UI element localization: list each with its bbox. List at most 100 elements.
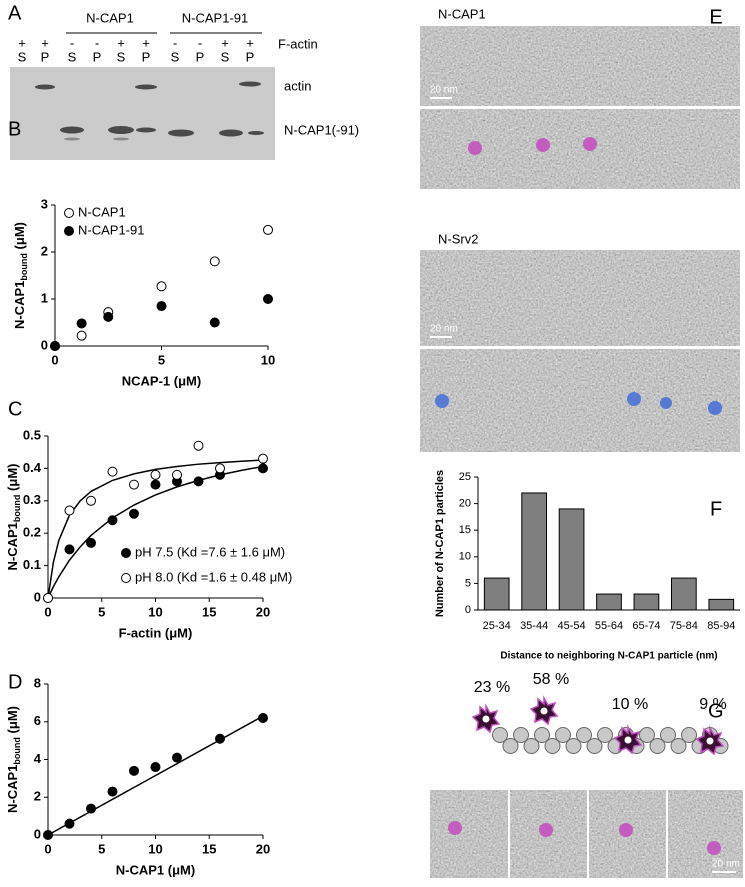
lane-label: S: [117, 49, 126, 64]
y-axis-label-part: N-CAP1: [5, 522, 20, 570]
factin-sign: -: [198, 35, 202, 50]
x-axis-label: F-actin (μM): [119, 625, 193, 640]
x-tick-label: 55-64: [595, 620, 623, 632]
y-axis-label: N-CAP1bound (μM): [5, 464, 22, 571]
x-tick-label: 65-74: [632, 620, 660, 632]
particles: [468, 137, 597, 155]
panel-label: C: [8, 398, 22, 420]
y-axis-label-part: (μM): [12, 222, 27, 253]
scale-label: 20 nm: [430, 85, 458, 96]
bar: [708, 598, 735, 611]
data-point: [258, 463, 268, 474]
panel-label: E: [709, 6, 722, 28]
x-tick-label: 5: [158, 352, 165, 367]
bar: [633, 593, 660, 611]
data-point: [172, 752, 182, 763]
em-image: [420, 109, 740, 189]
scale-label: 20 nm: [712, 859, 740, 870]
y-tick-label: 8: [34, 675, 41, 690]
band-label: actin: [284, 78, 311, 93]
factin-sign: -: [173, 35, 177, 50]
data-point: [103, 311, 114, 322]
lane-label: S: [68, 49, 77, 64]
n-cap1-model: [530, 697, 558, 725]
y-tick-label: 6: [34, 713, 41, 728]
x-tick-label: 0: [44, 841, 51, 856]
factin-sign: +: [221, 35, 229, 50]
x-tick-label: 15: [202, 604, 216, 619]
data-point: [64, 505, 75, 516]
percentage: 58 %: [533, 671, 569, 688]
y-tick-label: 0: [41, 337, 48, 352]
percentage: 9 %: [699, 696, 727, 713]
x-tick-label: 20: [256, 604, 270, 619]
y-axis-label-part: bound: [19, 253, 29, 281]
band-label: N-CAP1(-91): [284, 122, 359, 137]
legend-label: N-CAP1: [78, 204, 126, 219]
factin-sign: +: [41, 35, 49, 50]
y-axis-label-part: N-CAP1: [5, 765, 20, 813]
lane-label: P: [93, 49, 102, 64]
x-tick-label: 10: [261, 352, 275, 367]
legend-label: N-CAP1-91: [78, 222, 144, 237]
em-title: N-CAP1: [438, 6, 486, 21]
row-label: F-actin: [278, 36, 318, 51]
factin-sign: +: [117, 35, 125, 50]
y-axis-label-part: N-CAP1: [12, 281, 27, 329]
y-tick-label: 10: [459, 551, 471, 563]
lane-label: S: [171, 49, 180, 64]
y-tick-label: 0.3: [23, 492, 41, 507]
data-point: [129, 765, 139, 776]
y-tick-label: 25: [459, 471, 471, 483]
x-tick-label: 75-84: [670, 620, 698, 632]
data-point: [43, 830, 53, 840]
y-tick-label: 0.4: [23, 460, 42, 475]
legend-label: pH 7.5 (Kd =7.6 ± 1.6 μM): [135, 544, 285, 559]
em-image: [420, 349, 740, 452]
data-point: [215, 463, 225, 474]
x-tick-label: 35-44: [520, 620, 548, 632]
x-tick-label: 45-54: [558, 620, 586, 632]
strip-dividers: [508, 790, 668, 878]
x-tick-label: 15: [202, 841, 216, 856]
data-point: [156, 301, 167, 312]
factin-sign: -: [70, 35, 74, 50]
x-tick-label: 5: [98, 841, 105, 856]
x-tick-label: 10: [148, 604, 162, 619]
group-label: N-CAP1: [86, 10, 134, 25]
y-tick-label: 0: [465, 604, 471, 616]
particles: [448, 821, 721, 855]
x-tick-label: 5: [98, 604, 105, 619]
legend-marker: [121, 548, 131, 558]
data-point: [263, 224, 273, 235]
y-tick-label: 1: [41, 290, 48, 305]
n-cap1-model: [472, 705, 500, 733]
x-tick-label: 0: [51, 352, 58, 367]
factin-sign: +: [142, 35, 150, 50]
y-tick-label: 2: [41, 243, 48, 258]
data-point: [86, 495, 96, 506]
data-point: [150, 479, 161, 490]
y-tick-label: 4: [34, 751, 42, 766]
data-point: [129, 479, 139, 490]
data-point: [43, 593, 53, 603]
data-point: [258, 712, 268, 723]
x-tick-label: 0: [44, 604, 51, 619]
em-image: [420, 250, 740, 346]
lane-label: P: [41, 49, 50, 64]
y-tick-label: 0.1: [23, 557, 41, 572]
y-axis-label-part: bound: [12, 737, 22, 765]
x-tick-label: 20: [256, 841, 270, 856]
particles: [435, 392, 722, 415]
data-point: [193, 476, 204, 487]
data-point: [76, 318, 87, 329]
data-point: [209, 256, 220, 267]
data-point: [76, 330, 87, 341]
lane-label: P: [142, 49, 151, 64]
data-point: [150, 762, 161, 773]
lane-label: P: [196, 49, 205, 64]
lane-label: S: [221, 49, 230, 64]
em-title: N-Srv2: [438, 231, 478, 246]
x-tick-label: 10: [148, 841, 162, 856]
y-tick-label: 5: [465, 577, 471, 589]
